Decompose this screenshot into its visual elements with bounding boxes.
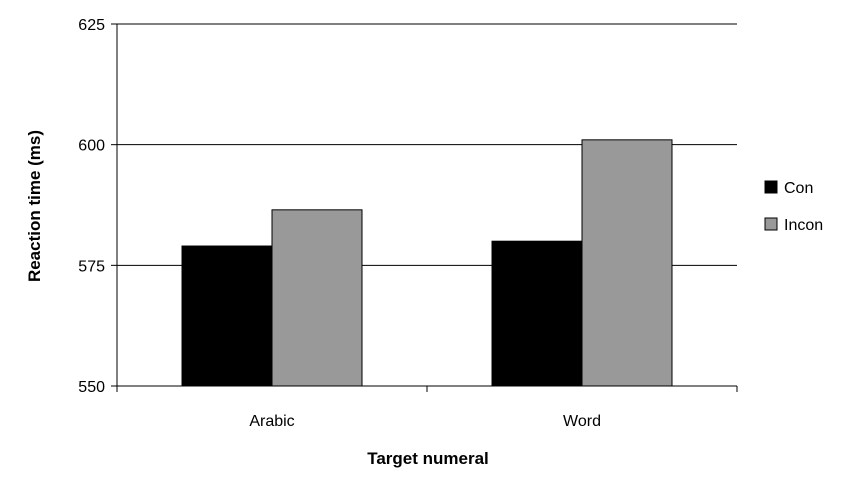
bar-con-arabic [181,245,273,387]
x-axis-title: Target numeral [367,449,489,468]
legend-swatch [764,217,778,231]
legend-label: Incon [784,217,823,234]
bars [181,139,673,387]
legend-label: Con [784,180,813,197]
y-tick-label: 600 [78,138,105,155]
bar-incon-word [581,139,673,387]
legend-swatch [764,180,778,194]
x-tick-label: Arabic [249,413,294,430]
axes: 550 575 600 625 Arabic Word [78,17,738,430]
y-tick-label: 550 [78,379,105,396]
legend: Con Incon [764,180,823,234]
y-axis-title: Reaction time (ms) [25,130,44,282]
bar-con-word [491,240,583,387]
y-tick-label: 575 [78,258,105,275]
x-tick-label: Word [563,413,601,430]
y-tick-label: 625 [78,17,105,34]
bar-incon-arabic [271,209,363,387]
